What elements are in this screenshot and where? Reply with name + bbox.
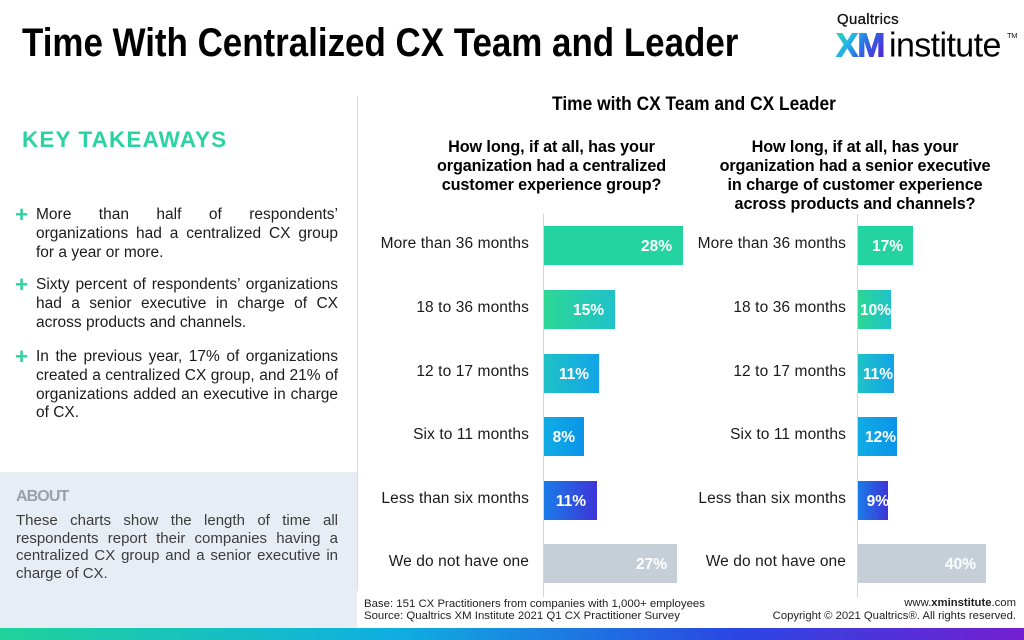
svg-text:XM: XM [836,28,884,65]
svg-text:institute: institute [889,27,1001,65]
svg-text:TM: TM [1007,31,1017,40]
